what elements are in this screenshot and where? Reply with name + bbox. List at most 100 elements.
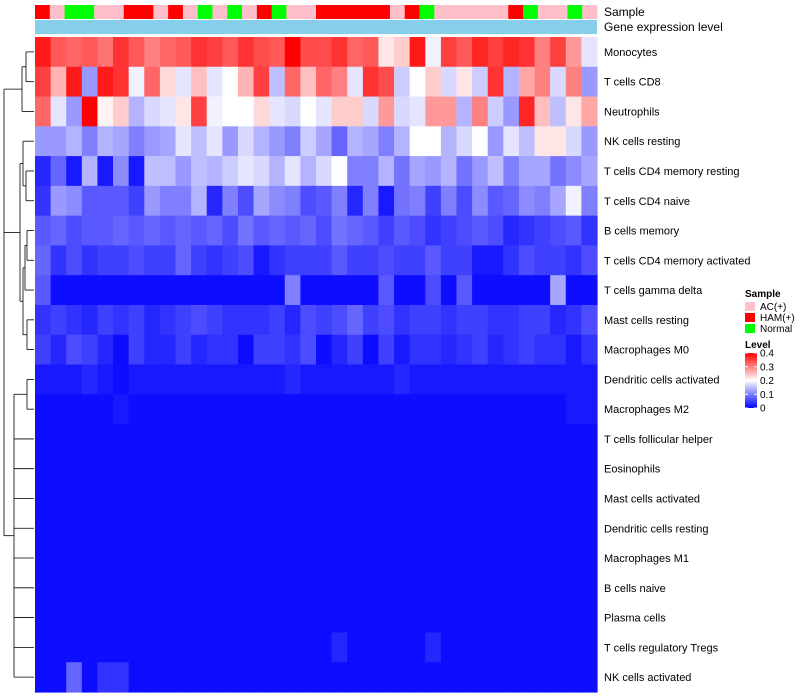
heatmap-cell bbox=[253, 185, 270, 217]
heatmap-cell bbox=[237, 245, 255, 276]
heatmap-cell bbox=[284, 602, 301, 634]
heatmap-cell bbox=[175, 602, 192, 634]
heatmap-cell bbox=[550, 66, 567, 98]
heatmap-cell bbox=[378, 334, 395, 366]
heatmap-cell bbox=[503, 245, 520, 276]
heatmap-cell bbox=[534, 632, 551, 663]
heatmap-cell bbox=[378, 37, 395, 68]
heatmap-cell bbox=[237, 96, 255, 127]
heatmap-cell bbox=[144, 424, 161, 455]
heatmap-cell bbox=[331, 424, 348, 455]
heatmap-cell bbox=[550, 96, 567, 127]
heatmap-cell bbox=[503, 156, 520, 187]
heatmap-cell bbox=[487, 394, 504, 425]
heatmap-cell bbox=[222, 245, 239, 276]
heatmap-cell bbox=[425, 185, 442, 217]
heatmap-cell bbox=[50, 126, 67, 157]
heatmap-cell bbox=[300, 66, 317, 98]
heatmap-cell bbox=[347, 662, 364, 693]
heatmap-cell bbox=[487, 304, 504, 336]
heatmap-cell bbox=[534, 572, 551, 604]
heatmap-cell bbox=[222, 275, 239, 306]
heatmap-cell bbox=[456, 334, 473, 366]
heatmap-cell bbox=[347, 513, 364, 544]
legend-sample-title: Sample bbox=[745, 289, 781, 300]
heatmap-cell bbox=[565, 37, 582, 68]
heatmap-cell bbox=[269, 632, 286, 663]
heatmap-cell bbox=[409, 304, 426, 336]
heatmap-cell bbox=[425, 66, 442, 98]
heatmap-cell bbox=[425, 453, 442, 485]
heatmap-cell bbox=[81, 662, 99, 693]
heatmap-cell bbox=[50, 572, 67, 604]
heatmap-cell bbox=[378, 602, 395, 634]
heatmap-cell bbox=[175, 185, 192, 217]
heatmap-cell bbox=[97, 513, 114, 544]
heatmap-cell bbox=[128, 453, 145, 485]
legend-sample-label: Normal bbox=[760, 324, 792, 335]
heatmap-cell bbox=[144, 632, 161, 663]
heatmap-cell bbox=[191, 394, 208, 425]
heatmap-cell bbox=[144, 156, 161, 187]
heatmap-cell bbox=[206, 275, 223, 306]
heatmap-cell bbox=[534, 275, 551, 306]
heatmap-cell bbox=[456, 304, 473, 336]
heatmap-cell bbox=[550, 543, 567, 574]
heatmap-cell bbox=[50, 185, 67, 217]
heatmap-cell bbox=[331, 453, 348, 485]
heatmap-cell bbox=[300, 483, 317, 514]
heatmap-cell bbox=[565, 215, 582, 247]
heatmap-cell bbox=[159, 185, 177, 217]
heatmap-cell bbox=[581, 483, 598, 514]
heatmap-cell bbox=[81, 126, 99, 157]
heatmap-cell bbox=[97, 632, 114, 663]
legend-sample-swatch bbox=[745, 302, 755, 311]
heatmap-cell bbox=[97, 96, 114, 127]
heatmap-cell bbox=[440, 364, 458, 395]
heatmap-cell bbox=[565, 245, 582, 276]
row-label: Macrophages M2 bbox=[604, 404, 689, 416]
heatmap-cell bbox=[456, 424, 473, 455]
heatmap-cell bbox=[269, 275, 286, 306]
sample-annotation-cell bbox=[345, 5, 361, 19]
heatmap-cell bbox=[300, 394, 317, 425]
heatmap-cell bbox=[316, 424, 333, 455]
heatmap-cell bbox=[253, 156, 270, 187]
heatmap-cell bbox=[581, 602, 598, 634]
heatmap-cell bbox=[159, 126, 177, 157]
sample-annotation-cell bbox=[182, 5, 199, 19]
heatmap-cell bbox=[503, 126, 520, 157]
heatmap-cell bbox=[222, 662, 239, 693]
heatmap-cell bbox=[144, 364, 161, 395]
heatmap-cell bbox=[191, 543, 208, 574]
row-label: T cells CD8 bbox=[604, 77, 661, 89]
sample-annotation-cell bbox=[434, 5, 450, 19]
heatmap-cell bbox=[316, 185, 333, 217]
heatmap-cell bbox=[518, 96, 536, 127]
heatmap-cell bbox=[550, 453, 567, 485]
heatmap-cell bbox=[394, 483, 411, 514]
heatmap-cell bbox=[284, 572, 301, 604]
heatmap-cell bbox=[316, 126, 333, 157]
heatmap-cell bbox=[409, 632, 426, 663]
heatmap-cell bbox=[347, 275, 364, 306]
sample-annotation-cell bbox=[419, 5, 435, 19]
heatmap-cell bbox=[66, 662, 83, 693]
heatmap-cell bbox=[565, 602, 582, 634]
heatmap-cell bbox=[565, 364, 582, 395]
heatmap-cell bbox=[409, 334, 426, 366]
heatmap-cell bbox=[331, 275, 348, 306]
heatmap-cell bbox=[237, 215, 255, 247]
heatmap-cell bbox=[347, 304, 364, 336]
heatmap-cell bbox=[503, 572, 520, 604]
heatmap-cell bbox=[440, 602, 458, 634]
heatmap-cell bbox=[472, 483, 489, 514]
heatmap-cell bbox=[581, 96, 598, 127]
heatmap-cell bbox=[456, 662, 473, 693]
heatmap-cell bbox=[394, 275, 411, 306]
heatmap-cell bbox=[113, 126, 130, 157]
heatmap-cell bbox=[534, 334, 551, 366]
heatmap-cell bbox=[316, 96, 333, 127]
heatmap-cell bbox=[128, 364, 145, 395]
heatmap-cell bbox=[113, 602, 130, 634]
